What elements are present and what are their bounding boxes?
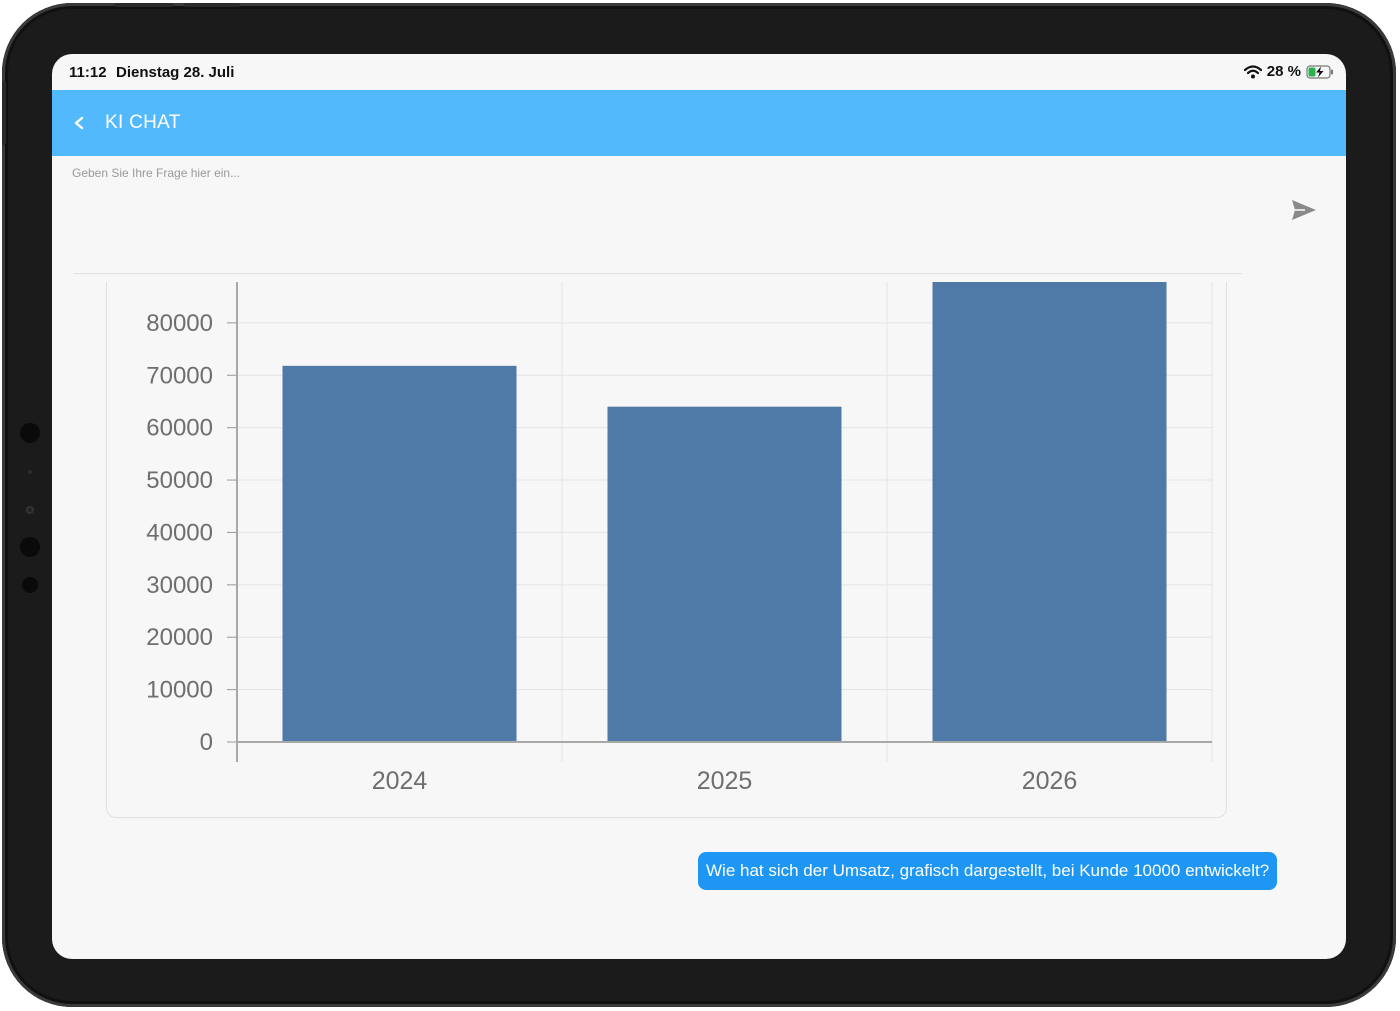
battery-charging-icon bbox=[1306, 64, 1333, 79]
app-bar: KI CHAT bbox=[52, 90, 1346, 156]
question-input[interactable] bbox=[72, 166, 1252, 262]
y-tick-label: 20000 bbox=[146, 624, 213, 651]
question-area bbox=[52, 156, 1346, 274]
send-icon[interactable] bbox=[1290, 198, 1318, 222]
page-title: KI CHAT bbox=[105, 112, 181, 133]
bar-2024 bbox=[282, 365, 517, 742]
user-message-bubble: Wie hat sich der Umsatz, grafisch darges… bbox=[698, 852, 1278, 890]
sensor bbox=[20, 537, 40, 557]
camera-lens bbox=[26, 506, 34, 514]
status-date: Dienstag 28. Juli bbox=[116, 64, 235, 81]
y-tick-label: 70000 bbox=[146, 362, 213, 389]
wifi-icon bbox=[1243, 64, 1262, 78]
volume-up-button bbox=[114, 3, 174, 7]
status-right: 28 % bbox=[1243, 63, 1334, 80]
sensor-dot bbox=[28, 470, 32, 474]
app-screen: 11:12 Dienstag 28. Juli 28 % KI CHAT bbox=[52, 54, 1346, 959]
y-tick-label: 30000 bbox=[146, 572, 213, 599]
y-tick-label: 60000 bbox=[146, 415, 213, 442]
input-divider bbox=[74, 273, 1242, 274]
chart-card: 0 10000 20000 30000 40000 50000 60000 70000 8000… bbox=[106, 282, 1227, 818]
power-button bbox=[2, 81, 6, 145]
x-tick-label: 2024 bbox=[372, 767, 428, 795]
volume-down-button bbox=[184, 3, 240, 7]
status-bar: 11:12 Dienstag 28. Juli 28 % bbox=[52, 54, 1346, 90]
y-tick-label: 40000 bbox=[146, 519, 213, 546]
y-tick-label: 50000 bbox=[146, 467, 213, 494]
x-tick-label: 2025 bbox=[697, 767, 753, 795]
sensor bbox=[22, 577, 38, 593]
camera-sensor bbox=[20, 423, 40, 443]
bar-2026 bbox=[932, 282, 1167, 742]
revenue-bar-chart: 0 10000 20000 30000 40000 50000 60000 70000 8000… bbox=[146, 282, 1213, 795]
y-tick-label: 0 bbox=[200, 729, 213, 756]
battery-percent: 28 % bbox=[1266, 63, 1301, 80]
y-tick-label: 10000 bbox=[146, 677, 213, 704]
x-tick-label: 2026 bbox=[1022, 767, 1078, 795]
user-message-text: Wie hat sich der Umsatz, grafisch darges… bbox=[706, 861, 1270, 880]
y-tick-label: 80000 bbox=[146, 310, 213, 337]
bar-2025 bbox=[607, 406, 842, 742]
chevron-left-icon[interactable] bbox=[70, 112, 88, 134]
status-time: 11:12 bbox=[69, 64, 107, 81]
